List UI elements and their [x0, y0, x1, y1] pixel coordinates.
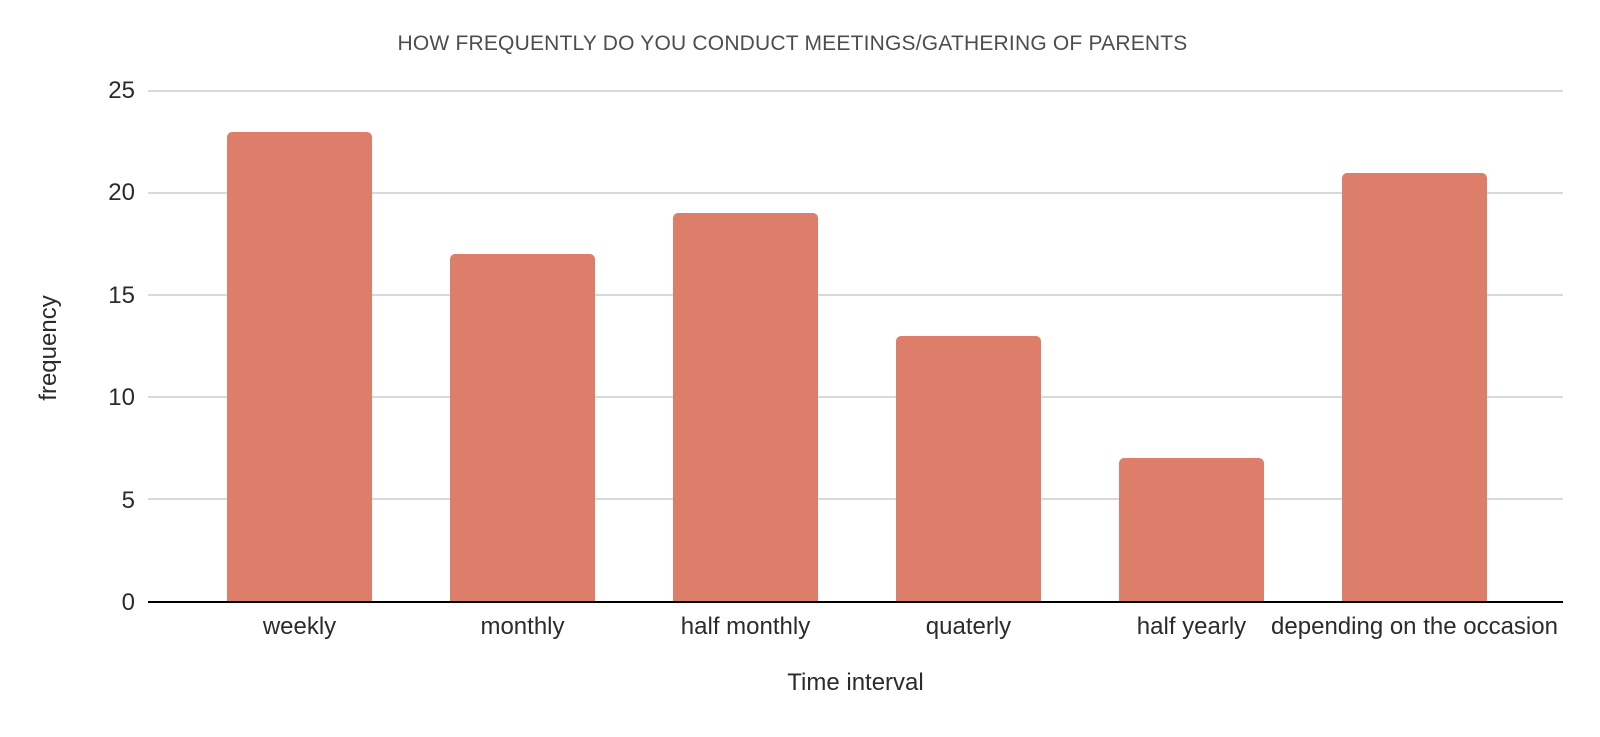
x-label-column: half yearly: [1080, 612, 1303, 642]
y-tick-label: 0: [121, 589, 135, 616]
y-tick-label: 20: [108, 179, 135, 207]
y-tick-label: 5: [121, 486, 135, 514]
bar-weekly[interactable]: [227, 131, 372, 601]
bar-depending-on-the-occasion[interactable]: [1342, 172, 1487, 601]
bar-column: [411, 91, 634, 601]
chart-title: HOW FREQUENTLY DO YOU CONDUCT MEETINGS/G…: [397, 32, 1188, 55]
gridline: [148, 90, 1563, 92]
y-axis-ticks: 0 5 10 15 20 25: [0, 79, 135, 615]
x-label-column: half monthly: [634, 612, 857, 642]
bar-column: [1303, 91, 1526, 601]
bar-column: [1080, 91, 1303, 601]
x-label-column: quaterly: [857, 612, 1080, 642]
bar-monthly[interactable]: [450, 254, 595, 601]
x-label-column: weekly: [188, 612, 411, 642]
x-category-label: weekly: [262, 613, 337, 640]
y-tick-label: 25: [108, 77, 135, 104]
bar-half-monthly[interactable]: [673, 213, 818, 601]
x-label-column: monthly: [411, 612, 634, 642]
bar-quaterly[interactable]: [896, 335, 1041, 601]
x-category-label: monthly: [480, 613, 565, 640]
y-tick-label: 15: [108, 281, 135, 309]
y-tick-label: 10: [108, 384, 135, 412]
x-axis-labels: weekly monthly half monthly quaterly half ye…: [188, 612, 1558, 642]
x-label-column: depending on the occasion: [1271, 612, 1558, 642]
x-category-label: half yearly: [1136, 613, 1247, 640]
x-category-label: depending on the occasion: [1271, 613, 1558, 640]
x-axis-title: Time interval: [787, 669, 924, 696]
gridline: [148, 192, 1563, 194]
plot-area: [148, 90, 1563, 603]
x-category-label: half monthly: [680, 613, 811, 640]
bar-column: [188, 91, 411, 601]
gridline: [148, 498, 1563, 500]
bar-column: [634, 91, 857, 601]
gridline: [148, 396, 1563, 398]
bars-row: [188, 91, 1526, 601]
bar-half-yearly[interactable]: [1119, 458, 1264, 601]
gridline: [148, 294, 1563, 296]
bar-column: [857, 91, 1080, 601]
x-category-label: quaterly: [925, 613, 1012, 640]
